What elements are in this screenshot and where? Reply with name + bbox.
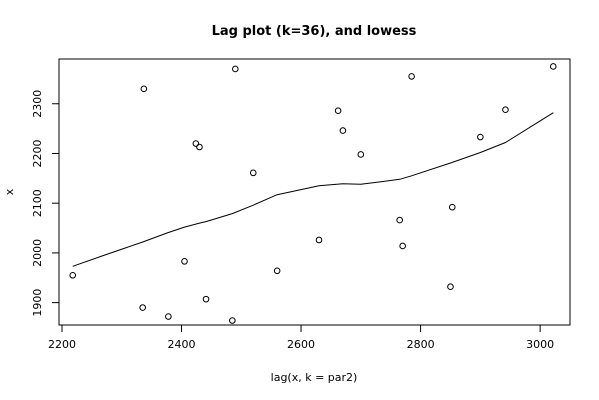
x-axis: 2200 2400 2600 2800 3000 xyxy=(48,324,554,351)
y-tick-label: 1900 xyxy=(31,289,44,317)
chart-title: Lag plot (k=36), and lowess xyxy=(212,24,417,39)
scatter-point xyxy=(273,267,281,275)
y-tick-label: 2100 xyxy=(31,189,44,217)
scatter-point xyxy=(408,73,415,80)
scatter-point xyxy=(339,127,347,134)
scatter-point xyxy=(315,236,323,244)
x-tick-label: 2400 xyxy=(168,338,196,351)
y-axis-label: x xyxy=(3,188,16,195)
y-tick-label: 2300 xyxy=(31,90,44,118)
scatter-point xyxy=(396,216,403,224)
scatter-point xyxy=(139,304,146,311)
x-tick-label: 2600 xyxy=(287,338,315,351)
scatter-point xyxy=(165,313,172,320)
y-axis: 1900 2000 2100 2200 2300 xyxy=(31,90,60,317)
y-tick-label: 2000 xyxy=(31,239,44,267)
scatter-point xyxy=(202,295,210,303)
scatter-point xyxy=(69,271,77,279)
scatter-point xyxy=(181,258,188,265)
scatter-point xyxy=(447,283,454,291)
scatter-point xyxy=(448,203,456,211)
lowess-curve xyxy=(72,112,554,267)
x-tick-label: 2200 xyxy=(48,338,76,351)
scatter-point xyxy=(334,107,342,115)
scatter-point xyxy=(196,143,203,151)
plot-area-frame xyxy=(58,58,571,326)
scatter-points xyxy=(69,63,557,324)
scatter-point xyxy=(357,151,365,158)
scatter-point xyxy=(229,317,236,324)
scatter-point xyxy=(477,133,484,141)
scatter-point xyxy=(140,85,148,93)
x-tick-label: 2800 xyxy=(407,338,435,351)
scatter-point xyxy=(399,242,406,250)
x-tick-label: 3000 xyxy=(526,338,554,351)
scatter-point xyxy=(192,140,200,147)
y-tick-label: 2200 xyxy=(31,139,44,167)
x-axis-label: lag(x, k = par2) xyxy=(271,371,358,384)
scatter-point xyxy=(249,169,257,177)
scatter-point xyxy=(549,63,557,70)
scatter-point xyxy=(232,65,239,73)
scatter-point xyxy=(502,106,509,114)
